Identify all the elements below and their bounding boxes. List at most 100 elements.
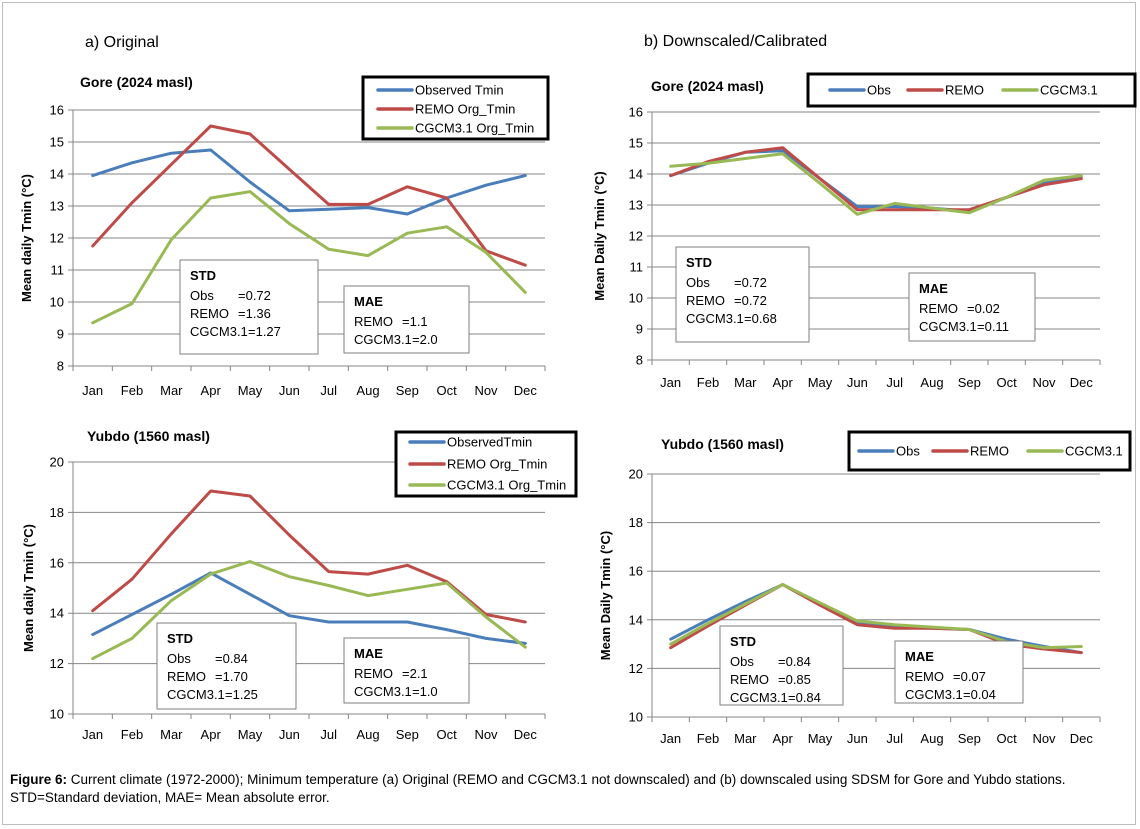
std-title: STD [190, 268, 216, 283]
x-tick-label: Jun [847, 731, 868, 746]
stat-value: =0.11 [977, 319, 1009, 334]
y-tick-label: 12 [50, 231, 64, 246]
x-tick-label: Apr [773, 375, 794, 390]
legend-label: CGCM3.1 Org_Tmin [447, 478, 566, 493]
y-tick-label: 9 [636, 322, 643, 337]
x-tick-label: Oct [997, 731, 1018, 746]
legend-label: REMO Org_Tmin [447, 457, 547, 472]
x-tick-label: Nov [1032, 375, 1056, 390]
y-tick-label: 8 [57, 359, 64, 374]
y-tick-label: 20 [629, 467, 643, 482]
stat-name: CGCM3.1 [686, 311, 744, 326]
x-tick-label: Aug [920, 375, 943, 390]
series-line-remo [91, 124, 527, 267]
series-line-obs [91, 148, 527, 216]
figure-caption: Figure 6: Current climate (1972-2000); M… [10, 771, 1128, 807]
y-tick-label: 11 [630, 260, 644, 275]
y-tick-label: 14 [50, 167, 64, 182]
mae-title: MAE [354, 294, 383, 309]
x-tick-label: Sep [958, 375, 981, 390]
y-tick-label: 10 [629, 710, 643, 725]
x-tick-label: Sep [958, 731, 981, 746]
stat-value: =0.85 [778, 672, 811, 687]
x-tick-label: May [238, 727, 263, 742]
legend-label: Obs [867, 83, 891, 98]
chart-title: Gore (2024 masl) [651, 78, 764, 94]
x-tick-label: Jan [82, 727, 103, 742]
legend-label: Observed Tmin [415, 83, 504, 98]
x-tick-label: Jan [660, 731, 681, 746]
stat-value: =0.72 [734, 275, 767, 290]
x-tick-label: Jul [886, 375, 903, 390]
x-tick-label: Mar [734, 375, 757, 390]
stat-name: Obs [686, 275, 710, 290]
x-tick-label: May [808, 375, 833, 390]
y-tick-label: 14 [50, 606, 64, 621]
stat-value: =0.68 [744, 311, 777, 326]
y-tick-label: 10 [50, 707, 64, 722]
stat-value: =1.27 [248, 324, 281, 339]
stat-value: =0.84 [778, 654, 811, 669]
stat-value: =1.0 [412, 684, 438, 699]
mae-title: MAE [919, 281, 948, 296]
stat-value: =1.1 [402, 314, 428, 329]
stat-value: =0.84 [788, 690, 821, 705]
x-tick-label: Mar [160, 727, 183, 742]
chart-1: a) Original Gore (2024 masl) 8 9 10 11 12 13 14 1… [19, 34, 550, 398]
x-tick-label: Jul [320, 727, 337, 742]
x-tick-label: Jun [279, 383, 300, 398]
mae-box [343, 637, 470, 704]
y-tick-label: 18 [50, 505, 64, 520]
caption-text: Current climate (1972-2000); Minimum tem… [10, 772, 1066, 805]
x-tick-label: Apr [201, 383, 222, 398]
stat-name: CGCM3.1 [919, 319, 977, 334]
stat-name: Obs [730, 654, 754, 669]
series-line-remo [669, 146, 1083, 212]
x-tick-label: Jul [886, 731, 903, 746]
chart-title: Yubdo (1560 masl) [661, 436, 784, 452]
stat-value: =0.02 [967, 301, 1000, 316]
x-tick-label: Jan [82, 383, 103, 398]
stat-name: CGCM3.1 [190, 324, 248, 339]
y-tick-label: 12 [629, 661, 643, 676]
stat-value: =2.1 [402, 666, 428, 681]
x-tick-label: Feb [121, 383, 143, 398]
x-tick-label: Aug [920, 731, 943, 746]
y-tick-label: 12 [629, 229, 643, 244]
y-tick-label: 16 [50, 103, 64, 118]
y-tick-label: 10 [50, 295, 64, 310]
y-tick-label: 13 [629, 198, 643, 213]
std-title: STD [167, 631, 193, 646]
x-tick-label: Dec [514, 383, 538, 398]
x-tick-label: Nov [1032, 731, 1056, 746]
y-tick-label: 20 [50, 455, 64, 470]
y-tick-label: 16 [629, 564, 643, 579]
legend-label: Obs [896, 444, 920, 459]
std-box [719, 625, 844, 706]
x-tick-label: Apr [773, 731, 794, 746]
stat-name: REMO [686, 293, 725, 308]
stat-name: REMO [167, 669, 206, 684]
x-tick-label: Dec [1070, 375, 1094, 390]
chart-2: b) Downscaled/Calibrated Gore (2024 masl)… [592, 33, 1137, 390]
x-tick-label: Oct [437, 727, 458, 742]
series-line-cgcm [91, 560, 527, 661]
stat-value: =1.36 [238, 306, 271, 321]
mae-box [343, 285, 470, 354]
y-tick-label: 11 [51, 263, 65, 278]
legend-label: CGCM3.1 [1040, 83, 1098, 98]
stat-value: =0.04 [963, 687, 996, 702]
x-tick-label: Dec [1070, 731, 1094, 746]
y-tick-label: 14 [629, 167, 643, 182]
stat-value: =1.70 [215, 669, 248, 684]
x-tick-label: Aug [356, 727, 379, 742]
legend-label: CGCM3.1 Org_Tmin [415, 121, 534, 136]
stat-name: REMO [354, 314, 393, 329]
legend-label: REMO [970, 444, 1009, 459]
x-tick-label: Oct [437, 383, 458, 398]
mae-box [894, 640, 1024, 704]
legend-label: REMO [945, 83, 984, 98]
y-tick-label: 12 [50, 656, 64, 671]
y-tick-label: 16 [50, 555, 64, 570]
